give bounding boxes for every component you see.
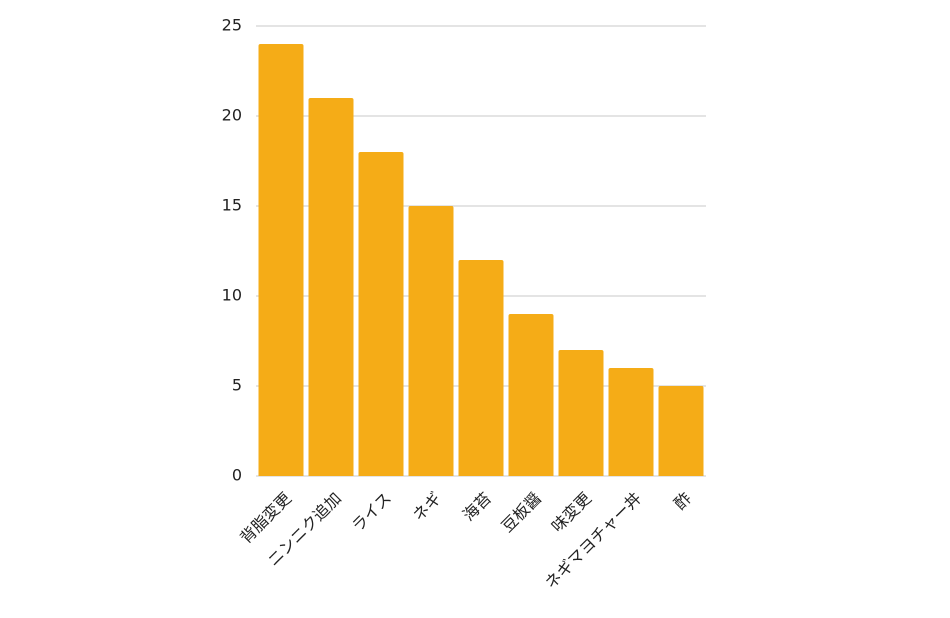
bar <box>258 44 304 476</box>
bar <box>458 260 504 476</box>
y-tick-label: 20 <box>222 106 242 125</box>
x-tick-label: 豆板醤 <box>498 489 545 536</box>
x-tick-label: 海苔 <box>459 489 495 525</box>
bar <box>608 368 654 476</box>
bar <box>558 350 604 476</box>
y-tick-label: 0 <box>232 466 242 485</box>
x-tick-label: 味変更 <box>548 489 595 536</box>
y-tick-label: 10 <box>222 286 242 305</box>
bar <box>358 152 404 476</box>
bar <box>508 314 554 476</box>
bar <box>658 386 704 476</box>
y-tick-label: 25 <box>222 16 242 35</box>
x-tick-label: ネギマヨチャー丼 <box>541 489 645 593</box>
x-tick-label: ネギ <box>409 489 445 525</box>
y-tick-label: 15 <box>222 196 242 215</box>
y-tick-label: 5 <box>232 376 242 395</box>
bar <box>308 98 354 476</box>
x-tick-label: ライス <box>348 489 395 536</box>
x-tick-label: 酢 <box>670 489 695 514</box>
bar <box>408 206 454 476</box>
